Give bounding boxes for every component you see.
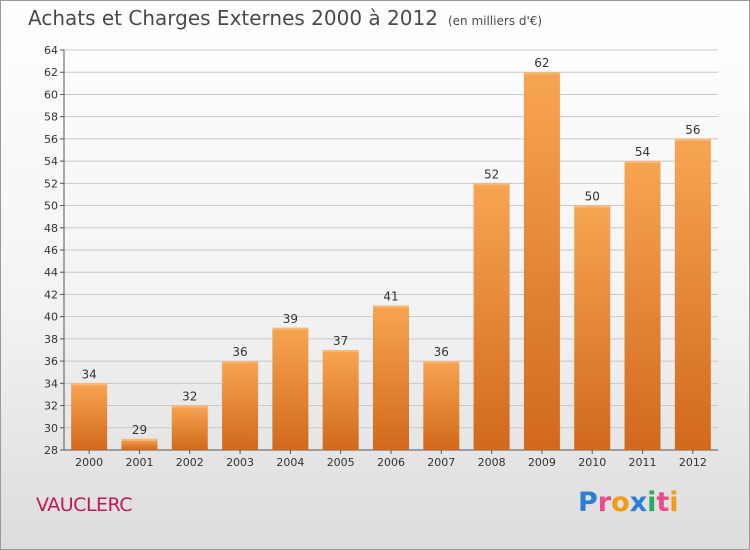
value-label: 52 [484, 167, 499, 181]
bar-top-highlight [523, 72, 560, 75]
proxiti-logo: Proxiti [578, 487, 679, 518]
bar-top-highlight [373, 305, 409, 308]
bar-top-highlight [624, 161, 661, 164]
value-label: 32 [182, 390, 197, 404]
value-label: 62 [534, 56, 549, 70]
bar-top-highlight [674, 138, 711, 141]
bar-2012 [674, 138, 711, 450]
logo-letter: o [611, 487, 630, 518]
y-tick-label: 40 [44, 311, 58, 324]
bar-top-highlight [574, 205, 611, 208]
x-tick-label: 2006 [377, 456, 405, 469]
logo-letter: x [629, 487, 648, 518]
logo-letter: t [656, 487, 670, 518]
x-tick-label: 2001 [125, 456, 153, 469]
y-tick-label: 32 [44, 400, 58, 413]
bar-2010 [574, 205, 611, 450]
bar-2009 [523, 72, 560, 450]
value-label: 39 [283, 312, 298, 326]
y-tick-label: 48 [44, 222, 58, 235]
bar-top-highlight [473, 183, 510, 186]
y-tick-label: 46 [44, 244, 58, 257]
value-label: 41 [383, 290, 398, 304]
value-label: 29 [132, 423, 147, 437]
bar-2001 [121, 438, 158, 450]
labels: 34 2000 29 2001 32 2002 36 2003 39 2004 37 2005 41 20… [75, 56, 707, 469]
chart-subtitle: (en milliers d'€) [447, 14, 543, 28]
y-tick-label: 30 [44, 422, 58, 435]
value-label: 36 [232, 345, 247, 359]
y-tick-label: 38 [44, 333, 58, 346]
y-tick-label: 62 [44, 66, 58, 79]
y-tick-label: 60 [44, 88, 58, 101]
y-tick-label: 36 [44, 355, 58, 368]
bar-2007 [423, 361, 460, 450]
y-tick-label: 52 [44, 177, 58, 190]
y-tick-label: 44 [44, 266, 58, 279]
x-tick-label: 2009 [528, 456, 556, 469]
bar-2006 [373, 305, 409, 450]
commune-name: VAUCLERC [36, 494, 133, 516]
chart-title: Achats et Charges Externes 2000 à 2012 (e… [28, 6, 542, 30]
bar-top-highlight [222, 361, 259, 364]
logo-letter: P [578, 487, 598, 518]
bar-2011 [624, 161, 661, 450]
x-tick-label: 2011 [629, 456, 657, 469]
x-tick-label: 2004 [276, 456, 304, 469]
bar-2008 [473, 183, 510, 451]
value-label: 36 [434, 345, 449, 359]
x-tick-label: 2000 [75, 456, 103, 469]
y-tick-label: 56 [44, 133, 58, 146]
bar-top-highlight [322, 350, 359, 352]
bar-2002 [171, 405, 208, 450]
value-label: 37 [333, 334, 348, 348]
bars [71, 72, 711, 451]
bar-top-highlight [423, 361, 460, 364]
x-tick-label: 2012 [679, 456, 707, 469]
bar-2000 [71, 383, 108, 450]
bar-2004 [272, 327, 309, 450]
bar-2005 [322, 350, 359, 450]
logo-letter: i [647, 487, 657, 518]
y-tick-label: 34 [44, 377, 58, 390]
y-tick-label: 42 [44, 288, 58, 301]
x-tick-label: 2007 [427, 456, 455, 469]
y-tick-label: 28 [44, 444, 58, 457]
y-tick-label: 58 [44, 111, 58, 124]
x-tick-label: 2003 [226, 456, 254, 469]
x-tick-label: 2005 [327, 456, 355, 469]
bar-top-highlight [71, 383, 108, 386]
logo-letter: i [669, 487, 679, 518]
value-label: 56 [685, 123, 700, 137]
x-tick-label: 2008 [478, 456, 506, 469]
value-label: 34 [82, 367, 97, 381]
value-label: 50 [585, 190, 600, 204]
logo-letter: r [597, 487, 612, 518]
bar-top-highlight [272, 327, 309, 330]
value-label: 54 [635, 145, 650, 159]
x-tick-label: 2002 [176, 456, 204, 469]
bar-2003 [222, 361, 259, 450]
y-tick-label: 64 [44, 44, 58, 57]
y-tick-label: 54 [44, 155, 58, 168]
y-tick-label: 50 [44, 200, 58, 213]
x-tick-label: 2010 [578, 456, 606, 469]
bar-top-highlight [121, 438, 158, 441]
bar-top-highlight [171, 405, 208, 408]
chart-title-text: Achats et Charges Externes 2000 à 2012 [28, 6, 438, 30]
